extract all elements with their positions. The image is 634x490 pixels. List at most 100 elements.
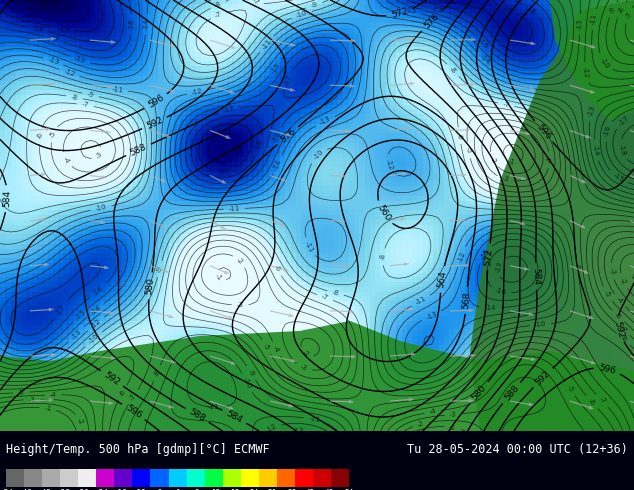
Text: 568: 568 [462, 292, 472, 309]
Text: -7: -7 [619, 325, 628, 334]
Text: -10: -10 [95, 204, 108, 212]
Bar [186, 469, 205, 487]
Text: -5: -5 [566, 384, 574, 393]
Text: -10: -10 [312, 149, 325, 161]
Text: -3: -3 [236, 302, 243, 308]
Text: -7: -7 [624, 11, 633, 20]
Polygon shape [0, 321, 634, 431]
Text: -5: -5 [262, 342, 271, 351]
Text: -11: -11 [304, 241, 314, 254]
Text: -1: -1 [507, 158, 515, 166]
Text: -6: -6 [37, 132, 44, 140]
Text: -3: -3 [449, 411, 456, 417]
Text: -4: -4 [272, 344, 280, 353]
Text: -22: -22 [37, 0, 48, 6]
Text: Tu 28-05-2024 00:00 UTC (12+36): Tu 28-05-2024 00:00 UTC (12+36) [407, 443, 628, 456]
Text: -2: -2 [417, 420, 425, 428]
Text: -2: -2 [489, 155, 497, 164]
Text: -16: -16 [129, 19, 135, 30]
Text: -13: -13 [47, 57, 60, 66]
Text: -8: -8 [70, 94, 79, 101]
Text: -9: -9 [156, 265, 164, 273]
Text: -11: -11 [228, 205, 240, 212]
Text: -15: -15 [74, 55, 86, 64]
Text: -8: -8 [332, 289, 340, 297]
Bar [276, 469, 295, 487]
Text: -14: -14 [592, 144, 600, 156]
Bar [133, 469, 150, 487]
Bar [331, 469, 349, 487]
Text: -17: -17 [430, 5, 443, 14]
Text: 588: 588 [188, 407, 207, 424]
Polygon shape [470, 0, 634, 431]
Text: -6: -6 [118, 388, 127, 397]
Text: -13: -13 [577, 18, 583, 30]
Text: -16: -16 [495, 288, 507, 296]
Text: -17: -17 [618, 115, 630, 127]
Text: -19: -19 [501, 4, 514, 15]
Text: -8: -8 [380, 253, 387, 261]
Text: -12: -12 [63, 68, 75, 77]
Text: -2: -2 [301, 349, 310, 358]
Text: -8: -8 [618, 5, 626, 14]
Text: -9: -9 [247, 368, 256, 378]
Text: -13: -13 [425, 311, 438, 321]
Text: -7: -7 [81, 101, 89, 108]
Text: -4: -4 [62, 155, 70, 164]
Text: -4: -4 [547, 156, 552, 163]
Text: 564: 564 [437, 270, 448, 289]
Text: 580: 580 [470, 383, 488, 402]
Bar [79, 469, 96, 487]
Text: -14: -14 [479, 53, 491, 65]
Text: 596: 596 [534, 122, 552, 141]
Text: -13: -13 [586, 104, 596, 117]
Text: -1: -1 [449, 424, 456, 431]
Text: -10: -10 [295, 10, 308, 19]
Text: -12: -12 [191, 88, 204, 96]
Text: -12: -12 [582, 67, 589, 79]
Text: -11: -11 [308, 416, 321, 424]
Text: -14: -14 [89, 304, 102, 316]
Text: -12: -12 [265, 423, 278, 434]
Text: -21: -21 [10, 0, 22, 8]
Text: 572: 572 [390, 7, 409, 20]
Text: 588: 588 [129, 142, 148, 157]
Text: -17: -17 [55, 304, 67, 317]
Bar [150, 469, 169, 487]
Text: -5: -5 [18, 390, 25, 395]
Bar [96, 469, 115, 487]
Text: -2: -2 [619, 277, 628, 286]
Bar [240, 469, 259, 487]
Text: -15: -15 [404, 6, 417, 16]
Text: -13: -13 [70, 328, 82, 341]
Text: -3: -3 [29, 396, 36, 403]
Text: -3: -3 [501, 175, 510, 183]
Text: 584: 584 [3, 190, 12, 207]
Text: 596: 596 [146, 93, 165, 110]
Text: 576: 576 [278, 126, 297, 145]
Text: -12: -12 [456, 250, 466, 263]
Text: -11: -11 [207, 404, 219, 410]
Text: -20: -20 [26, 12, 38, 20]
Text: -19: -19 [58, 25, 70, 33]
Text: -17: -17 [495, 260, 504, 273]
Text: -9: -9 [310, 1, 318, 9]
Text: -11: -11 [111, 86, 124, 93]
Text: -4: -4 [429, 408, 436, 416]
Text: -6: -6 [273, 264, 281, 273]
Text: 584: 584 [224, 409, 244, 425]
Text: -9: -9 [86, 91, 94, 98]
Bar [313, 469, 331, 487]
Text: 592: 592 [102, 370, 122, 387]
Text: -10: -10 [87, 333, 100, 345]
Bar [205, 469, 223, 487]
Text: 596: 596 [598, 363, 617, 375]
Text: -11: -11 [415, 295, 427, 306]
Text: -3: -3 [94, 150, 104, 160]
Bar [295, 469, 313, 487]
Text: -6: -6 [456, 132, 463, 140]
Text: 576: 576 [422, 12, 441, 30]
Text: -5: -5 [465, 147, 472, 154]
Bar [42, 469, 60, 487]
Text: -15: -15 [612, 172, 624, 183]
